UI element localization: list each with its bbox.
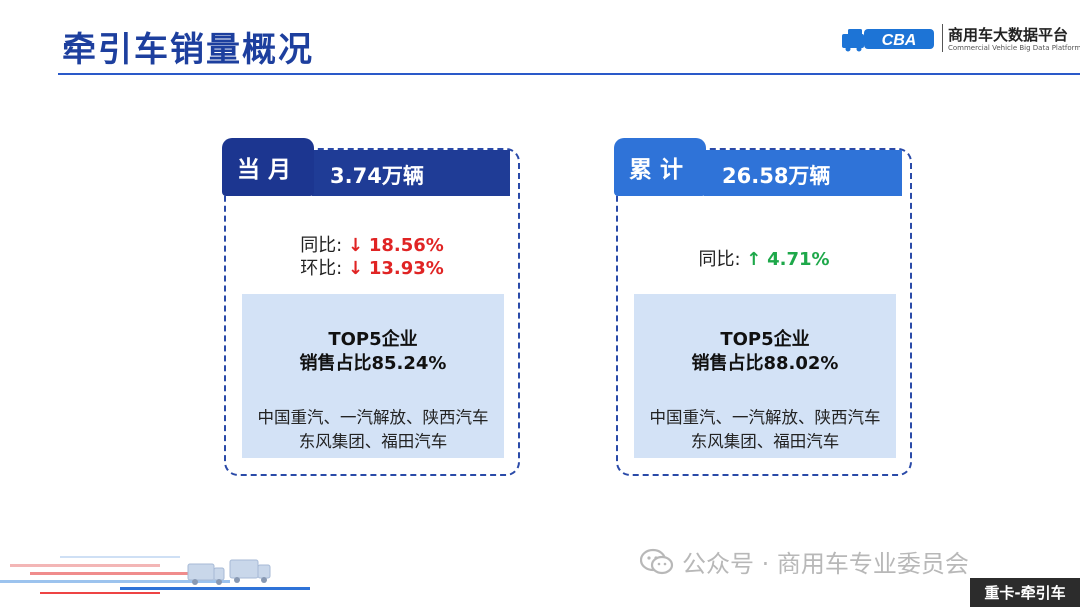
cumulative-tag: 累计	[614, 138, 706, 196]
yoy-label: 同比:	[698, 249, 741, 270]
cumulative-value: 26.58万辆	[722, 164, 831, 188]
down-arrow-icon: ↓	[348, 235, 364, 256]
logo-cn-name: 商用车大数据平台	[948, 26, 1069, 44]
cumulative-value-bar: 26.58万辆	[704, 150, 902, 196]
top5-heading: TOP5企业 销售占比85.24%	[242, 328, 504, 376]
page-title: 牵引车销量概况	[62, 30, 314, 70]
yoy-value: 4.71%	[767, 249, 830, 270]
up-arrow-icon: ↑	[746, 249, 762, 270]
monthly-value: 3.74万辆	[330, 164, 424, 188]
mom-label: 环比:	[300, 258, 343, 279]
top5-companies: 中国重汽、一汽解放、陕西汽车 东风集团、福田汽车	[242, 406, 504, 454]
monthly-mom: 环比: ↓ 13.93%	[226, 257, 518, 280]
monthly-card: 3.74万辆 当月 同比: ↓ 18.56% 环比: ↓ 13.93% TOP5…	[222, 138, 520, 476]
title-rule	[58, 73, 1080, 75]
watermark: 公众号 · 商用车专业委员会	[640, 544, 969, 579]
top5-companies: 中国重汽、一汽解放、陕西汽车 东风集团、福田汽车	[634, 406, 896, 454]
truck-logo-icon: CBA	[842, 29, 934, 52]
monthly-stats: 同比: ↓ 18.56% 环比: ↓ 13.93%	[226, 234, 518, 280]
companies-line: 中国重汽、一汽解放、陕西汽车	[257, 408, 489, 427]
logo-en-name: Commercial Vehicle Big Data Platform	[948, 44, 1080, 52]
speeding-trucks-decor	[0, 556, 310, 594]
monthly-yoy: 同比: ↓ 18.56%	[226, 234, 518, 257]
top5-title: TOP5企业	[720, 329, 810, 350]
top5-title: TOP5企业	[328, 329, 418, 350]
cumulative-stats: 同比: ↑ 4.71%	[618, 248, 910, 271]
mom-value: 13.93%	[368, 258, 444, 279]
platform-logo: CBA 商用车大数据平台 Commercial Vehicle Big Data…	[842, 22, 1080, 58]
footer-tag: 重卡-牵引车	[970, 578, 1080, 607]
monthly-tag: 当月	[222, 138, 314, 196]
monthly-top5-panel: TOP5企业 销售占比85.24% 中国重汽、一汽解放、陕西汽车 东风集团、福田…	[242, 294, 504, 458]
cumulative-yoy: 同比: ↑ 4.71%	[618, 248, 910, 271]
down-arrow-icon: ↓	[348, 258, 364, 279]
top5-share: 销售占比88.02%	[691, 353, 839, 374]
companies-line: 中国重汽、一汽解放、陕西汽车	[649, 408, 881, 427]
logo-mark-text: CBA	[882, 32, 917, 49]
companies-line: 东风集团、福田汽车	[690, 432, 840, 451]
logo-divider	[942, 24, 943, 52]
watermark-text: 公众号 · 商用车专业委员会	[682, 550, 969, 578]
cumulative-card: 26.58万辆 累计 同比: ↑ 4.71% TOP5企业 销售占比88.02%…	[614, 138, 912, 476]
wechat-icon	[640, 548, 674, 574]
companies-line: 东风集团、福田汽车	[298, 432, 448, 451]
monthly-value-bar: 3.74万辆	[312, 150, 510, 196]
top5-heading: TOP5企业 销售占比88.02%	[634, 328, 896, 376]
cumulative-top5-panel: TOP5企业 销售占比88.02% 中国重汽、一汽解放、陕西汽车 东风集团、福田…	[634, 294, 896, 458]
yoy-label: 同比:	[300, 235, 343, 256]
top5-share: 销售占比85.24%	[299, 353, 447, 374]
yoy-value: 18.56%	[368, 235, 444, 256]
